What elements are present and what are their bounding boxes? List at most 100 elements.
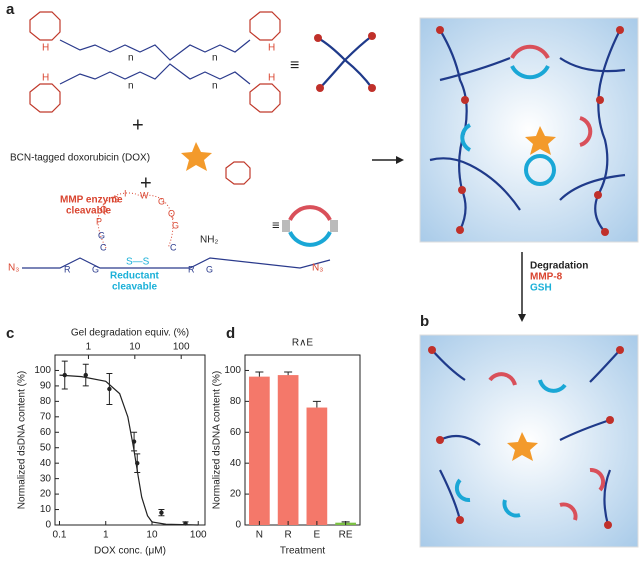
plus: + (140, 172, 152, 194)
repeat-label: n (212, 81, 218, 92)
y-tick-label: 20 (40, 489, 52, 500)
error-bar (284, 371, 293, 376)
x-tick-label: 10 (146, 530, 158, 541)
y-tick-label: 0 (45, 520, 51, 531)
repeat-label: n (128, 81, 134, 92)
atom-label: H (42, 73, 49, 84)
y-tick-label: 100 (34, 365, 51, 376)
atom-label: H (42, 43, 49, 54)
hydrogel-network (419, 17, 639, 548)
degradation-label: Degradation (530, 261, 588, 272)
peptide-letter: R (188, 264, 195, 274)
panel-label: d (226, 325, 235, 342)
x-tick-label: RE (339, 530, 353, 541)
x-tick-label: E (314, 530, 321, 541)
amine: NH₂ (200, 235, 218, 246)
y-tick-label: 30 (40, 473, 52, 484)
mmp-label: MMP enzyme (60, 195, 123, 206)
bcn-ring (225, 161, 251, 185)
mmp-label: cleavable (66, 206, 111, 217)
plot-frame (244, 354, 361, 526)
x-axis-label: DOX conc. (μM) (94, 546, 166, 557)
y-tick-label: 60 (40, 427, 52, 438)
arrow-head (396, 156, 404, 164)
peptide-letter: Q (168, 208, 175, 218)
equivalence: ≡ (290, 57, 299, 74)
bar (249, 376, 270, 525)
y-tick-label: 40 (40, 458, 52, 469)
x2-axis-label: Gel degradation equiv. (%) (71, 328, 189, 339)
bar (306, 407, 328, 525)
y-tick-label: 80 (230, 396, 242, 407)
equivalence: ≡ (272, 217, 280, 232)
y-tick-label: 100 (224, 365, 241, 376)
reductant-label: cleavable (112, 282, 157, 293)
peptide-letter: G (112, 194, 119, 204)
x-tick-label: 100 (190, 530, 207, 541)
x-tick-label: 1 (103, 530, 109, 541)
repeat-label: n (212, 53, 218, 64)
peptide-letter: G (92, 264, 99, 274)
y-tick-label: 40 (230, 458, 242, 469)
y-tick-label: 70 (40, 411, 52, 422)
y-tick-label: 80 (40, 396, 52, 407)
peptide-letter: G (172, 220, 179, 230)
error-bar (255, 371, 264, 377)
star-polymer-icon (314, 32, 376, 92)
peptide-letter: C (170, 242, 177, 252)
gsh-label: GSH (530, 283, 552, 294)
error-bar (312, 400, 321, 408)
azide: N₃ (8, 263, 19, 274)
dox-star (181, 142, 212, 171)
panel-label: b (420, 313, 429, 330)
atom-label: H (268, 73, 275, 84)
x2-tick-label: 100 (173, 342, 190, 353)
x-tick-label: R (285, 530, 292, 541)
x2-tick-label: 1 (86, 342, 92, 353)
y-axis-label: Normalized dsDNA content (%) (17, 371, 28, 509)
mmp8-label: MMP-8 (530, 272, 563, 283)
crosslinker-structure (29, 11, 281, 113)
reductant-label: Reductant (110, 271, 160, 282)
data-point (159, 510, 164, 515)
panel-label: a (6, 1, 15, 18)
data-point (83, 372, 88, 378)
y-tick-label: 90 (40, 381, 52, 392)
plus: + (132, 114, 144, 136)
y-tick-label: 10 (40, 504, 52, 515)
peptide-letter: W (140, 190, 149, 200)
plot-frame (54, 354, 206, 526)
peptide-loop (97, 192, 174, 249)
bar (277, 375, 299, 525)
y-tick-label: 20 (230, 489, 242, 500)
disulfide: S—S (126, 257, 150, 268)
chart-title: R∧E (292, 338, 314, 349)
repeat-label: n (128, 53, 134, 64)
peptide-letter: C (100, 242, 107, 252)
x-axis-label: Treatment (280, 546, 325, 557)
panel-label: c (6, 325, 14, 342)
data-point (107, 386, 112, 392)
peptide-letter: Q (100, 204, 107, 214)
y-tick-label: 60 (230, 427, 242, 438)
y-axis-label: Normalized dsDNA content (%) (212, 371, 223, 509)
x-tick-label: 0.1 (53, 530, 67, 541)
peptide-backbone (22, 257, 331, 269)
x-tick-label: N (256, 530, 263, 541)
arrow-head (518, 314, 526, 322)
peptide-letter: G (158, 196, 165, 206)
fit-line (59, 374, 199, 526)
atom-label: H (268, 43, 275, 54)
peptide-letter: R (64, 264, 71, 274)
peptide-letter: G (98, 230, 105, 240)
peptide-letter: I (124, 188, 127, 198)
y-tick-label: 50 (40, 442, 52, 453)
peptide-letter: P (96, 216, 102, 226)
linker-icon (282, 205, 338, 247)
peptide-letter: G (206, 264, 213, 274)
dox-label: BCN-tagged doxorubicin (DOX) (10, 153, 150, 164)
y-tick-label: 0 (235, 520, 241, 531)
x2-tick-label: 10 (129, 342, 141, 353)
azide: N₃ (312, 263, 323, 274)
